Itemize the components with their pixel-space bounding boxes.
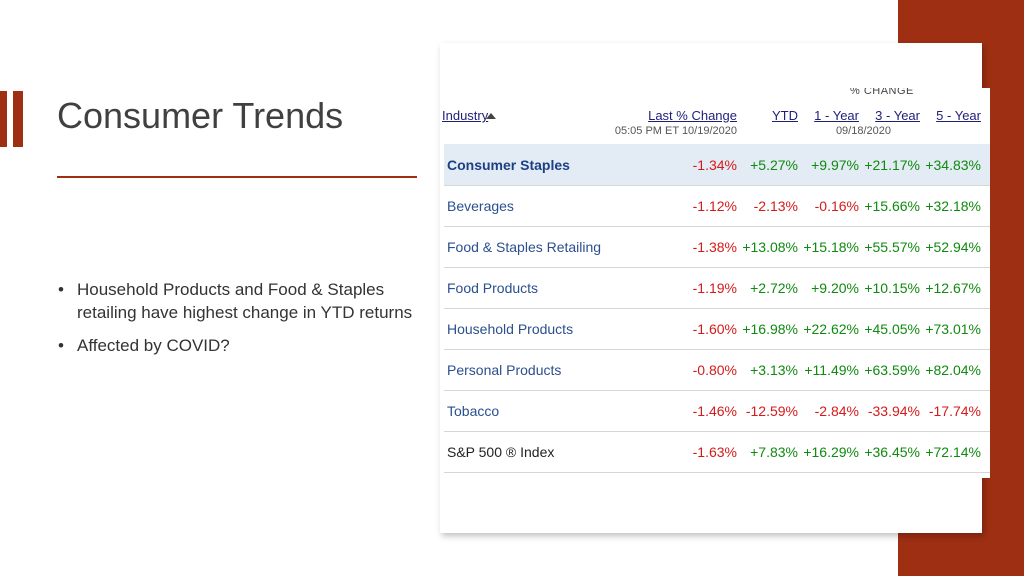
cell-5-year: +12.67% (925, 280, 981, 296)
header-industry[interactable]: Industry (442, 108, 489, 123)
cell-last-change: -0.80% (692, 362, 737, 378)
cell-3-year: +55.57% (864, 239, 920, 255)
table-row: Beverages -1.12% -2.13% -0.16% +15.66% +… (444, 185, 990, 227)
title-accent-bar (0, 91, 7, 147)
title-accent-bar (13, 91, 23, 147)
cell-3-year: +10.15% (864, 280, 920, 296)
cell-last-change: -1.12% (692, 198, 737, 214)
bullet-item: Affected by COVID? (58, 334, 438, 357)
title-underline (57, 176, 417, 178)
header-ytd[interactable]: YTD (772, 108, 798, 123)
cell-5-year: +73.01% (925, 321, 981, 337)
cell-ytd: +16.98% (742, 321, 798, 337)
cell-3-year: +63.59% (864, 362, 920, 378)
table-row: Food Products -1.19% +2.72% +9.20% +10.1… (444, 267, 990, 309)
cell-last-change: -1.46% (692, 403, 737, 419)
cell-1-year: +9.20% (811, 280, 859, 296)
header-5-year[interactable]: 5 - Year (936, 108, 981, 123)
table-row: Personal Products -0.80% +3.13% +11.49% … (444, 349, 990, 391)
cell-1-year: +16.29% (803, 444, 859, 460)
bullet-item: Household Products and Food & Staples re… (58, 278, 438, 324)
cell-1-year: +9.97% (811, 157, 859, 173)
cell-ytd: -2.13% (753, 198, 798, 214)
cell-ytd: +2.72% (750, 280, 798, 296)
sort-ascending-icon[interactable] (486, 113, 496, 119)
index-name: S&P 500 ® Index (447, 444, 555, 460)
cell-ytd: +13.08% (742, 239, 798, 255)
industry-link[interactable]: Food Products (447, 280, 539, 296)
cell-3-year: +36.45% (864, 444, 920, 460)
cell-ytd: +5.27% (750, 157, 798, 173)
industry-link[interactable]: Consumer Staples (447, 157, 570, 173)
cell-5-year: +82.04% (925, 362, 981, 378)
cell-ytd: +3.13% (750, 362, 798, 378)
cell-5-year: -17.74% (928, 403, 981, 419)
cell-1-year: +15.18% (803, 239, 859, 255)
industry-link[interactable]: Personal Products (447, 362, 562, 378)
cell-last-change: -1.19% (692, 280, 737, 296)
header-1-year[interactable]: 1 - Year (814, 108, 859, 123)
cell-ytd: -12.59% (745, 403, 798, 419)
table-row: S&P 500 ® Index -1.63% +7.83% +16.29% +3… (444, 431, 990, 473)
industry-link[interactable]: Beverages (447, 198, 514, 214)
cell-1-year: +11.49% (804, 362, 859, 378)
cell-5-year: +72.14% (925, 444, 981, 460)
table-section-label: % CHANGE (850, 88, 914, 97)
cell-5-year: +34.83% (925, 157, 981, 173)
industry-link[interactable]: Household Products (447, 321, 574, 337)
cell-1-year: -2.84% (814, 403, 859, 419)
last-change-timestamp: 05:05 PM ET 10/19/2020 (614, 125, 737, 137)
cell-3-year: +15.66% (864, 198, 920, 214)
cell-3-year: -33.94% (867, 403, 920, 419)
cell-1-year: +22.62% (803, 321, 859, 337)
cell-3-year: +45.05% (864, 321, 920, 337)
cell-last-change: -1.63% (692, 444, 737, 460)
table-header: Industry Last % Change YTD 1 - Year 3 - … (440, 88, 990, 143)
slide-title: Consumer Trends (57, 95, 344, 136)
header-3-year[interactable]: 3 - Year (875, 108, 920, 123)
bullet-list: Household Products and Food & Staples re… (58, 278, 438, 367)
industry-performance-table: % CHANGE Industry Last % Change YTD 1 - … (440, 88, 990, 478)
cell-5-year: +52.94% (925, 239, 981, 255)
table-row: Household Products -1.60% +16.98% +22.62… (444, 308, 990, 350)
cell-last-change: -1.60% (692, 321, 737, 337)
industry-link[interactable]: Tobacco (447, 403, 500, 419)
period-date: 09/18/2020 (835, 125, 891, 137)
cell-1-year: -0.16% (814, 198, 859, 214)
cell-last-change: -1.38% (692, 239, 737, 255)
header-last-change[interactable]: Last % Change (648, 108, 737, 123)
cell-last-change: -1.34% (692, 157, 737, 173)
cell-3-year: +21.17% (864, 157, 920, 173)
table-row: Food & Staples Retailing -1.38% +13.08% … (444, 226, 990, 268)
table-row: Tobacco -1.46% -12.59% -2.84% -33.94% -1… (444, 390, 990, 432)
industry-link[interactable]: Food & Staples Retailing (447, 239, 602, 255)
cell-ytd: +7.83% (750, 444, 798, 460)
cell-5-year: +32.18% (925, 198, 981, 214)
table-row: Consumer Staples -1.34% +5.27% +9.97% +2… (444, 144, 990, 186)
